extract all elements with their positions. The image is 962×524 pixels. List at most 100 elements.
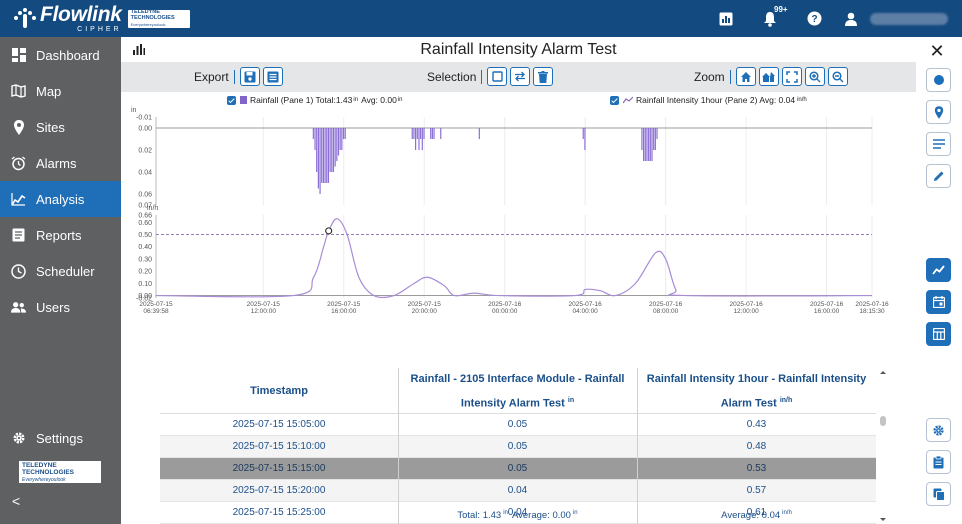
table-view-button[interactable]	[926, 322, 951, 346]
chart-view-button[interactable]	[926, 258, 951, 282]
legend-pane1[interactable]: Rainfall (Pane 1) Total:1.43 in Avg: 0.0…	[227, 95, 403, 105]
export-save-button[interactable]	[239, 67, 260, 86]
rainfall-bar	[440, 128, 442, 139]
legend-pane1-checkbox[interactable]	[227, 95, 236, 105]
rainfall-bar	[643, 128, 645, 161]
select-swap-button[interactable]	[510, 67, 531, 86]
lines-icon	[932, 139, 945, 149]
rainfall-bar	[431, 128, 433, 139]
rainfall-bar	[413, 128, 415, 139]
x-tick-time: 12:00:00	[733, 308, 759, 315]
clipboard-icon	[933, 455, 944, 468]
rainfall-bar	[656, 128, 658, 139]
sidebar-item-dashboard[interactable]: Dashboard	[0, 37, 121, 73]
rainfall-bar	[339, 128, 341, 150]
x-tick-time: 08:00:00	[653, 308, 679, 315]
pencil-icon	[933, 171, 943, 181]
x-tick-date: 2025-07-16	[649, 301, 683, 308]
close-button[interactable]: ✕	[929, 40, 945, 61]
x-tick-date: 2025-07-15	[408, 301, 442, 308]
top-bar: Flowlink CIPHER TELEDYNE TECHNOLOGIES Ev…	[0, 0, 962, 37]
sidebar-item-sites[interactable]: Sites	[0, 109, 121, 145]
legend-pane2[interactable]: Rainfall Intensity 1hour (Pane 2) Avg: 0…	[610, 95, 807, 105]
rainfall-bar	[651, 128, 653, 161]
rainfall-bar	[317, 128, 319, 189]
rainfall-cell: 0.04	[507, 485, 528, 496]
legend-pane1-avg: Avg: 0.00	[361, 95, 397, 105]
header-timestamp[interactable]: Timestamp	[250, 385, 308, 397]
rainfall-bar	[433, 128, 435, 139]
chart-bars-icon	[133, 44, 145, 59]
pane2-y-tick: 0.20	[138, 269, 152, 276]
teledyne-logo-top: TELEDYNE TECHNOLOGIES Everywhereyoulook	[127, 9, 190, 28]
line-series-icon	[623, 96, 633, 104]
timestamp-cell: 2025-07-15 15:25:00	[232, 507, 326, 518]
x-tick-date: 2025-07-16	[855, 301, 889, 308]
x-tick-date: 2025-07-16	[810, 301, 844, 308]
notifications-button[interactable]: 99+	[748, 0, 792, 37]
save-icon	[244, 71, 256, 82]
table-row[interactable]: 2025-07-15 15:10:00 0.05 0.48	[160, 436, 876, 458]
table-scrollbar[interactable]	[879, 368, 887, 524]
zoom-home-button[interactable]	[735, 67, 756, 86]
sidebar-item-analysis[interactable]: Analysis	[0, 181, 121, 217]
sidebar-item-users[interactable]: Users	[0, 289, 121, 325]
collapse-sidebar-button[interactable]: <	[12, 493, 21, 509]
copy-icon	[933, 488, 945, 501]
pin-icon	[11, 119, 26, 135]
select-box-button[interactable]	[487, 67, 508, 86]
export-list-button[interactable]	[262, 67, 283, 86]
x-tick-date: 2025-07-16	[569, 301, 603, 308]
sidebar-item-label: Reports	[36, 227, 82, 243]
settings-button[interactable]	[926, 418, 951, 442]
x-tick-time: 18:15:30	[859, 308, 885, 315]
location-button[interactable]	[926, 100, 951, 124]
calendar-button[interactable]	[926, 290, 951, 314]
help-icon[interactable]: ?	[792, 0, 836, 37]
x-tick-time: 20:00:00	[412, 308, 438, 315]
rainfall-bar	[314, 128, 316, 150]
user-name-redacted[interactable]	[870, 12, 948, 25]
sidebar-item-scheduler[interactable]: Scheduler	[0, 253, 121, 289]
data-table: Timestamp Rainfall - 2105 Interface Modu…	[160, 368, 876, 524]
table-row[interactable]: 2025-07-15 15:15:00 0.05 0.53	[160, 458, 876, 480]
header-rainfall[interactable]: Rainfall - 2105 Interface Module - Rainf…	[398, 368, 637, 414]
x-tick-date: 2025-07-16	[729, 301, 763, 308]
rainfall-bar	[316, 128, 318, 172]
rainfall-bar	[584, 128, 586, 150]
reports-icon	[11, 228, 26, 243]
table-row[interactable]: 2025-07-15 15:20:00 0.04 0.57	[160, 480, 876, 502]
sidebar-item-map[interactable]: Map	[0, 73, 121, 109]
sidebar-item-label: Analysis	[36, 191, 85, 207]
analysis-icon	[11, 192, 26, 207]
table-row[interactable]: 2025-07-15 15:05:00 0.05 0.43	[160, 414, 876, 436]
pane2-y-tick: 0.40	[138, 244, 152, 251]
chart-svg[interactable]: 2025-07-1506:39:582025-07-1512:00:002025…	[125, 92, 912, 317]
selection-label: Selection	[427, 69, 477, 84]
zoom-in-button[interactable]	[804, 67, 825, 86]
clipboard-button[interactable]	[926, 450, 951, 474]
record-button[interactable]	[926, 68, 951, 92]
rainfall-bar	[319, 128, 321, 194]
header-intensity[interactable]: Rainfall Intensity 1hour - Rainfall Inte…	[637, 368, 876, 414]
rainfall-bar	[644, 128, 646, 161]
user-icon[interactable]	[836, 0, 866, 37]
sidebar-item-label: Settings	[36, 430, 83, 446]
pane2-y-unit: in/h	[147, 205, 158, 212]
notes-button[interactable]	[926, 132, 951, 156]
copy-button[interactable]	[926, 482, 951, 506]
sidebar-item-label: Sites	[36, 119, 65, 135]
legend-pane1-avg-unit: in	[397, 97, 403, 103]
edit-button[interactable]	[926, 164, 951, 188]
sidebar-item-reports[interactable]: Reports	[0, 217, 121, 253]
report-icon[interactable]	[704, 0, 748, 37]
flowlink-logo[interactable]: Flowlink CIPHER TELEDYNE TECHNOLOGIES Ev…	[0, 4, 190, 33]
sidebar-item-settings[interactable]: Settings	[0, 420, 121, 456]
teledyne-logo: TELEDYNE TECHNOLOGIES Everywhereyoulook	[19, 461, 101, 483]
zoom-out-button[interactable]	[827, 67, 848, 86]
legend-pane2-checkbox[interactable]	[610, 95, 619, 105]
zoom-fit-button[interactable]	[781, 67, 802, 86]
select-delete-button[interactable]	[533, 67, 554, 86]
zoom-home-all-button[interactable]	[758, 67, 779, 86]
sidebar-item-alarms[interactable]: Alarms	[0, 145, 121, 181]
